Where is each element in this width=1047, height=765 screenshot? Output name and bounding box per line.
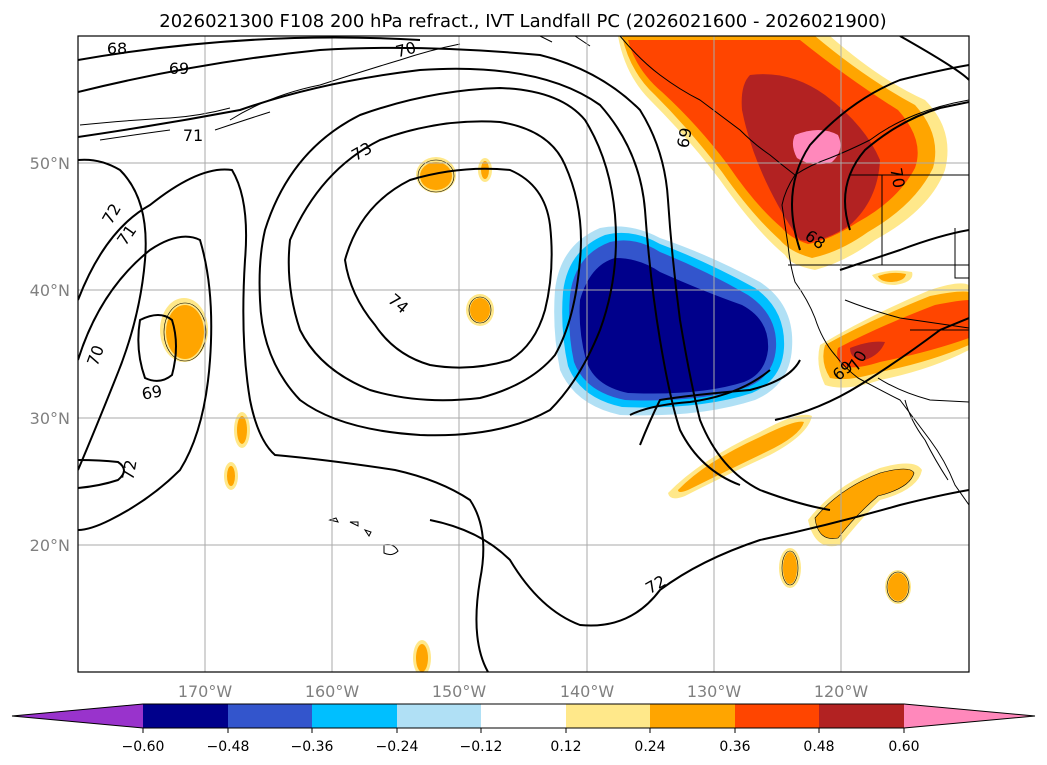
contour-label: 69 [140,381,163,403]
colorbar-bin [481,704,566,728]
contour-label: 70 [394,38,419,62]
lon-tick-labels: 170°W 160°W 150°W 140°W 130°W 120°W [178,682,869,701]
negative-anomaly-field [554,226,793,416]
colorbar-bin [735,704,819,728]
contour-label: 71 [183,126,203,145]
colorbar-tick-label: −0.12 [460,739,503,755]
colorbar-tick-label: 0.36 [719,739,750,755]
colorbar-tick-label: −0.24 [376,739,419,755]
gridlines [78,36,969,672]
lon-tick-label: 150°W [432,682,487,701]
colorbar: −0.60 −0.48 −0.36 −0.24 −0.12 0.12 0.24 … [11,703,1036,755]
lon-tick-label: 160°W [305,682,360,701]
colorbar-tick-label: −0.48 [207,739,250,755]
colorbar-extend-high [904,704,1035,728]
colorbar-bin [819,704,904,728]
contour-label: 70 [886,166,908,189]
colorbar-tick-label: 0.60 [888,739,919,755]
lon-tick-label: 170°W [178,682,233,701]
colorbar-bin [228,704,312,728]
lat-tick-label: 20°N [30,536,70,555]
anomaly-outlines [163,159,915,603]
colorbar-tick-label: −0.60 [122,739,165,755]
coastlines [79,36,969,556]
figure-title: 2026021300 F108 200 hPa refract., IVT La… [159,11,886,32]
contour-label: 69 [169,59,189,78]
lat-tick-label: 30°N [30,409,70,428]
lat-tick-label: 40°N [30,281,70,300]
colorbar-tick-label: 0.24 [634,739,665,755]
map-frame [77,35,970,673]
lat-tick-labels: 50°N 40°N 30°N 20°N [30,154,70,555]
contour-label: 69 [673,126,695,149]
colorbar-bin [312,704,397,728]
colorbar-bin [397,704,481,728]
colorbar-bin [566,704,650,728]
refractivity-contours [78,36,969,672]
colorbar-tick-label: −0.36 [291,739,334,755]
colorbar-bin [650,704,735,728]
colorbar-bin [143,704,228,728]
contour-label: 68 [107,39,127,58]
lon-tick-label: 120°W [814,682,869,701]
lon-tick-label: 130°W [687,682,742,701]
colorbar-tick-label: 0.48 [803,739,834,755]
colorbar-tick-label: 0.12 [550,739,581,755]
map-panel: 68 69 70 71 72 73 74 69 70 71 72 69 68 7… [77,35,970,673]
lat-tick-label: 50°N [30,154,70,173]
contour-label: 72 [118,458,140,481]
positive-anomaly-fields [160,36,969,672]
lon-tick-label: 140°W [560,682,615,701]
colorbar-extend-low [12,704,143,728]
